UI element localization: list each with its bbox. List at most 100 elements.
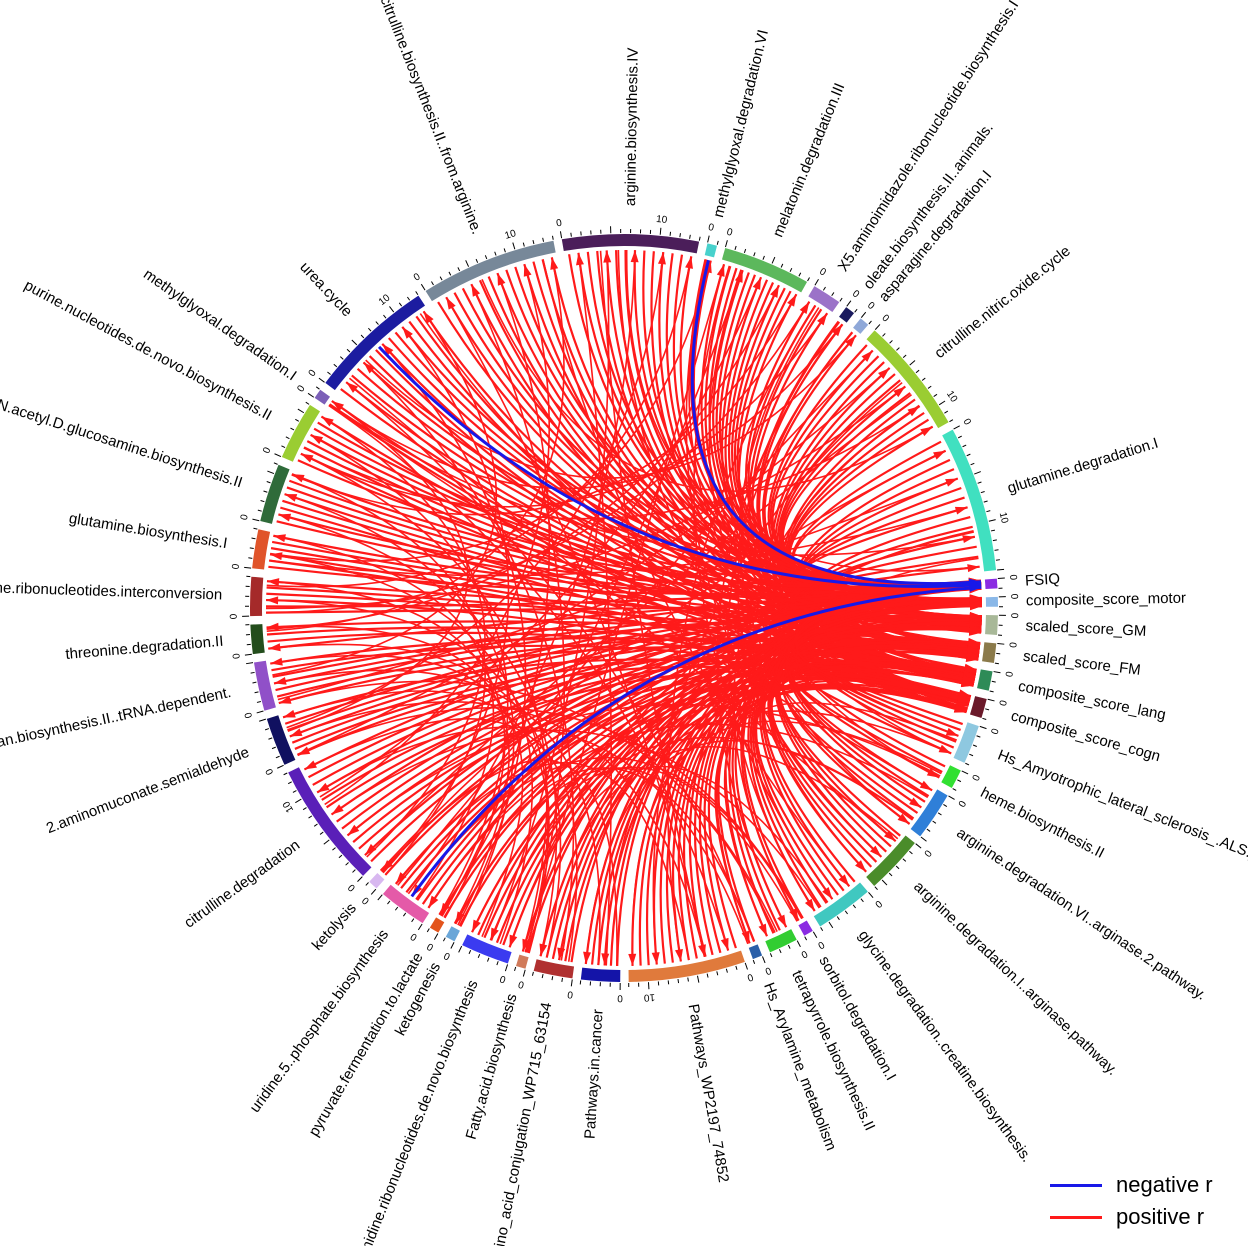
tick-mark bbox=[431, 281, 434, 286]
sector-ticks-glutamine-biosynthesis-i: 0 bbox=[231, 527, 258, 570]
link-positive-arrowhead bbox=[969, 611, 982, 620]
tick-mark bbox=[559, 231, 563, 239]
tick-mark bbox=[957, 779, 962, 783]
tick-mark bbox=[345, 862, 349, 866]
tick-mark bbox=[762, 255, 765, 260]
link-positive-curve bbox=[532, 261, 976, 681]
link-positive-arrowhead bbox=[266, 596, 279, 605]
tick-label: 0 bbox=[555, 218, 563, 230]
sector-label-tryptophan-biosynthesis-ii-trna-dependent: tryptophan.biosynthesis.II..tRNA.depende… bbox=[0, 684, 233, 762]
tick-mark bbox=[932, 820, 937, 824]
tick-mark bbox=[796, 940, 801, 948]
link-positive-curve bbox=[788, 641, 980, 792]
link-positive bbox=[795, 651, 975, 726]
tick-mark bbox=[308, 815, 313, 819]
link-positive-arrowhead bbox=[967, 564, 980, 573]
tick-mark bbox=[389, 306, 395, 313]
tick-label: 0 bbox=[229, 613, 240, 619]
sector-glycine-degradation-creatine-biosynthesis bbox=[813, 882, 868, 927]
sector-ticks-asparagine-degradation-i: 0 bbox=[860, 300, 877, 325]
sector-label-citrulline-nitric-oxide-cycle: citrulline.nitric.oxide.cycle bbox=[931, 243, 1073, 362]
sector-label-pyruvate-fermentation-to-lactate: pyruvate.fermentation.to.lactate bbox=[305, 950, 426, 1140]
link-positive-arrowhead bbox=[969, 595, 982, 604]
sector-ticks-arginine-degradation-vi-arginase-2-pathway: 0 bbox=[920, 795, 968, 842]
link-positive bbox=[688, 259, 952, 755]
sector-label-ketolysis: ketolysis bbox=[309, 900, 360, 954]
link-positive-curve bbox=[725, 557, 979, 937]
link-positive-curve bbox=[794, 583, 982, 749]
tick-mark bbox=[327, 371, 331, 375]
sector-ticks-uridine-5-phosphate-biosynthesis: 0 bbox=[377, 894, 423, 943]
tick-mark bbox=[292, 790, 297, 793]
link-positive-arrowhead bbox=[603, 250, 612, 263]
sector-tetrapyrrole-biosynthesis-ii bbox=[765, 929, 797, 953]
link-positive-arrowhead bbox=[628, 953, 637, 966]
tick-mark bbox=[966, 453, 971, 457]
sector-methylglyoxal-degradation-i bbox=[314, 389, 331, 405]
link-positive-arrowhead bbox=[651, 952, 660, 965]
link-positive-curve bbox=[278, 646, 976, 705]
sector-label-fsiq: FSIQ bbox=[1025, 570, 1061, 589]
tick-mark bbox=[260, 500, 265, 503]
link-positive bbox=[329, 403, 933, 792]
link-negative-curve bbox=[690, 259, 982, 586]
tick-label: 0 bbox=[566, 988, 573, 1000]
tick-mark bbox=[383, 314, 387, 319]
tick-mark bbox=[551, 976, 554, 981]
tick-mark bbox=[365, 882, 369, 886]
tick-mark bbox=[881, 879, 888, 886]
sector-label-threonine-degradation-ii: threonine.degradation.II bbox=[65, 633, 224, 663]
legend-item-negative: negative r bbox=[1050, 1170, 1213, 1200]
tick-mark bbox=[297, 408, 305, 414]
link-positive-arrowhead bbox=[893, 386, 906, 398]
tick-label: 0 bbox=[799, 948, 809, 961]
tick-mark bbox=[920, 836, 927, 842]
tick-mark bbox=[707, 235, 710, 243]
link-positive bbox=[796, 634, 981, 732]
tick-mark bbox=[854, 308, 858, 313]
link-positive-arrowhead bbox=[919, 780, 933, 791]
sector-amino-acid-conjugation-wp715-63154 bbox=[533, 959, 575, 979]
link-positive-arrowhead bbox=[957, 693, 970, 702]
tick-label: 0 bbox=[996, 699, 1008, 707]
tick-mark bbox=[789, 267, 793, 272]
sector-label-citrulline-degradation: citrulline.degradation bbox=[181, 837, 303, 932]
sector-heme-biosynthesis-ii bbox=[941, 765, 961, 789]
link-positive-arrowhead bbox=[289, 728, 303, 737]
link-positive-arrowhead bbox=[907, 406, 920, 417]
tick-label: 0 bbox=[231, 563, 243, 570]
tick-label: 10 bbox=[656, 214, 669, 226]
link-positive-arrowhead bbox=[961, 674, 975, 683]
tick-mark bbox=[512, 242, 516, 250]
link-positive-curve bbox=[795, 598, 982, 743]
tick-mark bbox=[974, 471, 981, 475]
tick-mark bbox=[290, 427, 295, 431]
tick-mark bbox=[852, 904, 856, 909]
tick-label: 0 bbox=[988, 727, 1000, 736]
tick-mark bbox=[457, 267, 461, 272]
sector-ticks-composite-score-cogn: 0 bbox=[982, 698, 1008, 720]
link-positive-curve bbox=[688, 259, 952, 755]
sector-ticks-heme-biosynthesis-ii: 0 bbox=[952, 770, 981, 791]
sector-pathways-wp2197-74852 bbox=[628, 950, 745, 982]
tick-mark bbox=[926, 828, 931, 832]
link-positive-curve bbox=[781, 671, 970, 814]
link-positive-curve bbox=[778, 647, 979, 837]
sector-ticks-scaled-score-gm: 0 bbox=[997, 613, 1019, 636]
sector-ticks-pyrimidine-ribonucleotides-interconversion: 0 bbox=[229, 575, 251, 619]
link-positive-curve bbox=[739, 307, 911, 825]
tick-label: 0 bbox=[763, 964, 773, 976]
tick-mark bbox=[458, 945, 463, 953]
sector-melatonin-degradation-iii bbox=[721, 247, 808, 293]
tick-mark bbox=[985, 708, 990, 711]
sector-ticks-ketolysis: 0 bbox=[360, 882, 377, 906]
link-positive bbox=[583, 740, 914, 965]
tick-mark bbox=[249, 547, 254, 550]
tick-mark bbox=[990, 529, 996, 532]
legend-swatch-positive bbox=[1050, 1215, 1102, 1219]
tick-mark bbox=[402, 912, 407, 917]
tick-mark bbox=[295, 798, 302, 804]
sector-label-fatty-acid-biosynthesis: Fatty.acid.biosynthesis bbox=[463, 992, 521, 1141]
tick-label: 0 bbox=[517, 978, 526, 990]
